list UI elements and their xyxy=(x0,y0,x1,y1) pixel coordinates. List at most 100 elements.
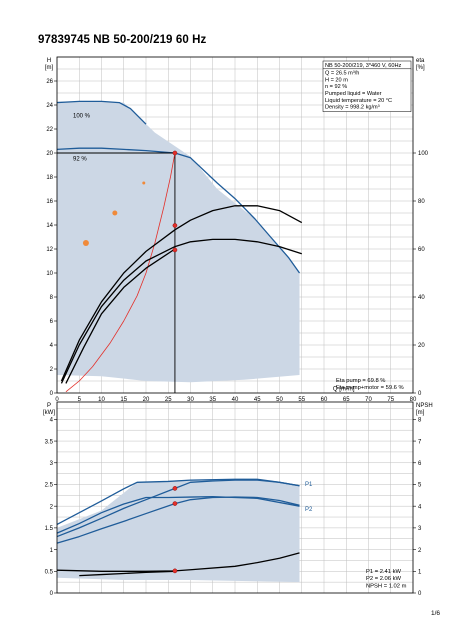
y-tick-label: 3.5 xyxy=(45,439,54,445)
y2-tick-label: 5 xyxy=(418,483,422,489)
operating-range-area xyxy=(57,478,300,583)
x-tick-label: 65 xyxy=(343,397,350,403)
y-tick-label: 6 xyxy=(50,319,54,325)
series-line-eta-pump-100 xyxy=(60,205,303,382)
y-tick-label: 12 xyxy=(46,247,53,253)
y-tick-label: 3 xyxy=(50,461,54,467)
speed-label-100: 100 % xyxy=(73,114,91,120)
y2-axis-unit: [m] xyxy=(416,410,425,416)
x-tick-label: 40 xyxy=(232,397,239,403)
duty-point xyxy=(172,150,178,156)
series-line-head-100 xyxy=(56,100,147,125)
efficiency-marker xyxy=(112,210,118,216)
y-tick-label: 14 xyxy=(46,223,53,229)
y-tick-label: 4 xyxy=(50,343,54,349)
y-axis-label: H xyxy=(47,58,51,64)
info-box-line: H = 20 m xyxy=(325,77,348,83)
y2-tick-label: 4 xyxy=(418,504,422,510)
plot-frame xyxy=(56,401,414,594)
info-box-line: Q = 26.5 m³/h xyxy=(325,71,359,77)
x-tick-label: 70 xyxy=(365,397,372,403)
x-tick-label: 55 xyxy=(298,397,305,403)
y-axis-unit: [m] xyxy=(45,65,54,71)
efficiency-marker xyxy=(142,181,146,185)
y-tick-label: 20 xyxy=(46,151,53,157)
y-axis-label: P xyxy=(47,403,51,409)
y2-tick-label: 8 xyxy=(418,418,422,424)
y2-axis-label: eta xyxy=(416,58,425,64)
y-tick-label: 24 xyxy=(46,103,53,109)
y2-tick-label: 100 xyxy=(418,151,429,157)
duty-point xyxy=(172,486,178,491)
series-label-p1: P1 xyxy=(305,482,313,488)
x-tick-label: 10 xyxy=(98,397,105,403)
y2-tick-label: 7 xyxy=(418,439,422,445)
y2-tick-label: 20 xyxy=(418,343,425,349)
y-tick-label: 18 xyxy=(46,175,53,181)
duty-point xyxy=(172,223,178,228)
x-tick-label: 45 xyxy=(254,397,261,403)
efficiency-line: Eta pump = 69.8 % xyxy=(336,378,385,384)
info-box xyxy=(322,60,412,112)
y-tick-label: 2 xyxy=(50,504,54,510)
y-tick-label: 16 xyxy=(46,199,53,205)
y-tick-label: 10 xyxy=(46,271,53,277)
x-tick-label: 20 xyxy=(143,397,150,403)
y2-axis-unit: [%] xyxy=(416,65,425,71)
y-tick-label: 4 xyxy=(50,418,54,424)
y2-tick-label: 0 xyxy=(418,591,422,597)
duty-point xyxy=(172,568,178,574)
efficiency-line: Eta pump+motor = 59.6 % xyxy=(336,385,404,391)
series-line-head-92 xyxy=(56,147,301,274)
y2-tick-label: 80 xyxy=(418,199,425,205)
series-label-p2: P2 xyxy=(305,507,313,513)
x-tick-label: 50 xyxy=(276,397,283,403)
y-tick-label: 1 xyxy=(50,548,54,554)
series-line-NPSH-main xyxy=(56,552,300,572)
y2-tick-label: 6 xyxy=(418,461,422,467)
y2-tick-label: 0 xyxy=(418,391,422,397)
y-tick-label: 22 xyxy=(46,127,53,133)
series-line-P1-92 xyxy=(56,479,300,538)
x-tick-label: 0 xyxy=(55,397,59,403)
page-title: 97839745 NB 50-200/219 60 Hz xyxy=(38,34,207,46)
duty-point xyxy=(172,501,178,506)
operating-range-area xyxy=(57,101,300,383)
info-box-line: Pumped liquid = Water xyxy=(325,91,382,97)
efficiency-marker xyxy=(82,240,89,246)
y-tick-label: 2.5 xyxy=(45,483,54,489)
info-box-line: Liquid temperature = 20 °C xyxy=(325,98,392,104)
info-box-line: NB 50-200/219, 3*460 V, 60Hz xyxy=(325,63,401,69)
info-box-line: n = 92 % xyxy=(325,84,347,90)
series-line-eta-pump-92 xyxy=(60,238,302,384)
result-line: NPSH = 1.02 m xyxy=(366,583,407,589)
y-tick-label: 2 xyxy=(50,367,54,373)
y-axis-unit: [kW] xyxy=(43,410,55,416)
duty-point xyxy=(172,247,178,253)
x-tick-label: 35 xyxy=(209,397,216,403)
y-tick-label: 0 xyxy=(50,591,54,597)
x-tick-label: 60 xyxy=(321,397,328,403)
y2-axis-label: NPSH xyxy=(416,403,433,409)
info-box-line: Density = 998.2 kg/m³ xyxy=(325,105,380,111)
y2-tick-label: 3 xyxy=(418,526,422,532)
series-line-eta-motor xyxy=(65,248,176,384)
y-tick-label: 0.5 xyxy=(45,569,54,575)
series-line-system-curve xyxy=(65,152,176,393)
y-tick-label: 26 xyxy=(46,79,53,85)
page-number: 1/6 xyxy=(430,610,440,617)
y-tick-label: 0 xyxy=(50,391,54,397)
y2-tick-label: 60 xyxy=(418,247,425,253)
x-tick-label: 30 xyxy=(187,397,194,403)
y-tick-label: 1.5 xyxy=(45,526,54,532)
series-line-P2-92 xyxy=(56,496,300,544)
x-tick-label: 75 xyxy=(387,397,394,403)
power-npsh-chart: 0 0.5 1 1.5 2 2.5 3 3.5 4 0 1 2 3 4 5 6 7 8 P[kW] NPSH[m] P1… xyxy=(43,401,433,597)
speed-label-92: 92 % xyxy=(73,157,87,163)
x-axis-label: Q [m³/h] xyxy=(333,387,355,393)
y-tick-label: 8 xyxy=(50,295,54,301)
x-tick-label: 80 xyxy=(410,397,417,403)
y2-tick-label: 40 xyxy=(418,295,425,301)
